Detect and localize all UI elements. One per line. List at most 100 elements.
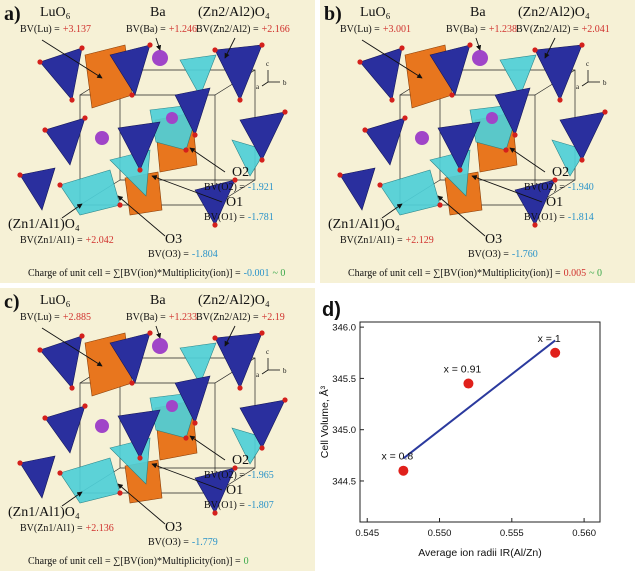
bond-valence-value: -1.940 [568,182,594,193]
point-label: x = 0.91 [444,364,482,376]
bond-valence-value: +2.166 [262,24,290,35]
bond-valence-value: +3.137 [63,24,91,35]
structure-label: c [586,60,589,68]
bond-valence: BV(Zn1/Al1) =+2.129 [340,235,434,246]
structure-label: Ba [150,5,166,20]
bond-valence-label: BV(O1) = [204,212,245,223]
structure-label: a [256,83,260,91]
structure-label: c [266,60,269,68]
structure-label: O1 [546,195,563,210]
bond-valence-value: +2.885 [63,312,91,323]
bond-valence-label: BV(Ba) = [446,24,486,35]
bond-valence-label: BV(O2) = [204,470,245,481]
structure-label: b [283,79,287,87]
charge-value: 0 [244,556,249,567]
bond-valence-value: +2.19 [262,312,285,323]
bond-valence: BV(Zn2/Al2) =+2.19 [196,312,285,323]
structure-label: O3 [485,232,502,247]
bond-valence-label: BV(O2) = [204,182,245,193]
structure-label: (Zn2/Al2)O₄ [518,5,590,20]
bond-valence: BV(Ba) =+1.246 [126,24,197,35]
bond-valence-value: -1.760 [512,249,538,260]
x-tick-label: 0.545 [355,528,379,539]
bond-valence-value: +1.233 [169,312,197,323]
charge-approx: ~ 0 [589,268,602,279]
structure-label: (Zn1/Al1)O₄ [8,217,80,232]
bond-valence: BV(Zn1/Al1) =+2.136 [20,523,114,534]
bond-valence-value: +2.129 [406,235,434,246]
structure-label: LuO₆ [40,293,71,308]
bond-valence-label: BV(O1) = [524,212,565,223]
point-label: x = 0.8 [381,451,413,463]
bond-valence-label: BV(Lu) = [20,312,60,323]
structure-label: a [576,83,580,91]
bond-valence-label: BV(Ba) = [126,24,166,35]
charge-approx: ~ 0 [272,268,285,279]
bond-valence-value: +1.238 [489,24,517,35]
y-tick-label: 346.0 [332,323,356,334]
data-point [463,379,473,389]
structure-label: (Zn2/Al2)O₄ [198,5,270,20]
bond-valence: BV(O3) =-1.760 [468,249,538,260]
x-tick-label: 0.550 [428,528,452,539]
structure-label: LuO₆ [360,5,391,20]
y-axis-label: Cell Volume, Å³ [318,385,331,458]
bond-valence-value: +2.042 [86,235,114,246]
x-tick-label: 0.560 [572,528,596,539]
y-tick-label: 345.0 [332,425,356,436]
bond-valence-label: BV(Lu) = [20,24,60,35]
bond-valence: BV(O3) =-1.779 [148,537,218,548]
structure-label: (Zn1/Al1)O₄ [328,217,400,232]
panel-label: c) [4,291,20,313]
structure-label: Ba [470,5,486,20]
bond-valence: BV(O2) =-1.940 [524,182,594,193]
bond-valence-value: -1.814 [568,212,594,223]
bond-valence-label: BV(Zn2/Al2) = [196,24,259,35]
structure-label: O2 [232,453,249,468]
bond-valence-label: BV(Zn1/Al1) = [20,235,83,246]
bond-valence-label: BV(Zn2/Al2) = [516,24,579,35]
structure-label: O2 [552,165,569,180]
bond-valence-label: BV(Zn1/Al1) = [340,235,403,246]
bond-valence: BV(Zn2/Al2) =+2.041 [516,24,610,35]
charge-value: 0.005 [564,268,587,279]
figure: a)LuO₆Ba(Zn2/Al2)O₄O2O1(Zn1/Al1)O₄O3cabB… [0,0,635,571]
charge-sum: Charge of unit cell = ∑[BV(ion)*Multipli… [28,268,285,279]
bond-valence-value: -1.804 [192,249,218,260]
data-point [550,348,560,358]
bond-valence: BV(O2) =-1.965 [204,470,274,481]
bond-valence-value: +3.001 [383,24,411,35]
structure-label: a [256,371,260,379]
panel-label: b) [324,3,342,25]
bond-valence-label: BV(O1) = [204,500,245,511]
bond-valence: BV(Lu) =+3.001 [340,24,411,35]
point-label: x = 1 [538,333,561,345]
y-tick-label: 345.5 [332,374,356,385]
structure-label: O3 [165,520,182,535]
bond-valence: BV(Zn2/Al2) =+2.166 [196,24,290,35]
structure-label: c [266,348,269,356]
bond-valence-label: BV(Zn2/Al2) = [196,312,259,323]
x-tick-label: 0.555 [500,528,524,539]
bond-valence: BV(O2) =-1.921 [204,182,274,193]
bond-valence-value: -1.781 [248,212,274,223]
structure-label: b [283,367,287,375]
bond-valence: BV(Lu) =+2.885 [20,312,91,323]
bond-valence-label: BV(O3) = [468,249,509,260]
bond-valence-value: -1.807 [248,500,274,511]
bond-valence: BV(Lu) =+3.137 [20,24,91,35]
structure-label: O1 [226,483,243,498]
bond-valence: BV(Ba) =+1.233 [126,312,197,323]
bond-valence-value: -1.965 [248,470,274,481]
charge-label: Charge of unit cell = ∑[BV(ion)*Multipli… [28,268,241,279]
bond-valence-label: BV(Lu) = [340,24,380,35]
bond-valence: BV(O1) =-1.814 [524,212,594,223]
bond-valence: BV(O1) =-1.781 [204,212,274,223]
charge-sum: Charge of unit cell = ∑[BV(ion)*Multipli… [348,268,602,279]
bond-valence: BV(Ba) =+1.238 [446,24,517,35]
charge-label: Charge of unit cell = ∑[BV(ion)*Multipli… [348,268,561,279]
bond-valence-label: BV(Zn1/Al1) = [20,523,83,534]
bond-valence-label: BV(Ba) = [126,312,166,323]
structure-label: O2 [232,165,249,180]
